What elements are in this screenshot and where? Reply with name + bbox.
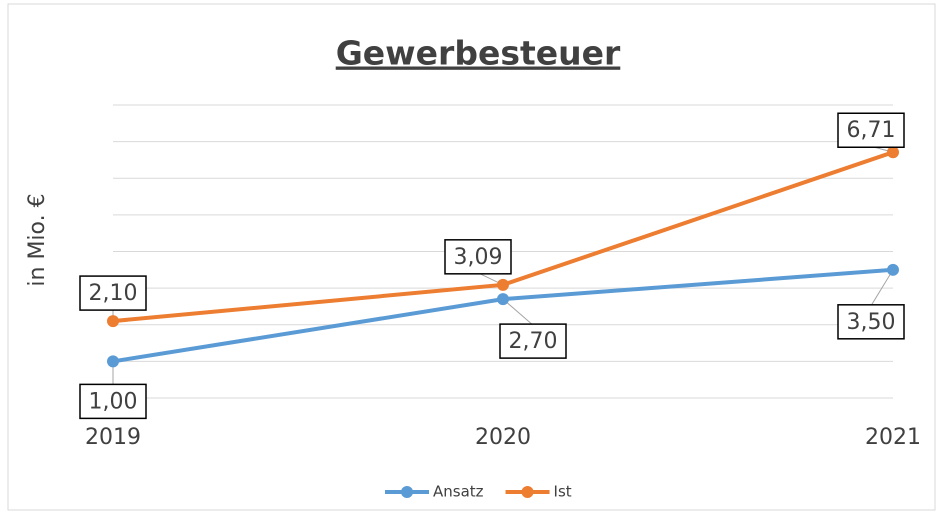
data-label: 2,10 bbox=[89, 281, 138, 306]
legend-label: Ist bbox=[554, 483, 572, 501]
point bbox=[497, 278, 509, 291]
label-box bbox=[79, 383, 147, 420]
y-axis-label: in Mio. € bbox=[25, 193, 50, 286]
label-box bbox=[837, 112, 905, 148]
label-box bbox=[444, 239, 512, 275]
point bbox=[497, 293, 509, 306]
legend-label: Ansatz bbox=[433, 483, 484, 501]
data-label: 2,70 bbox=[509, 329, 558, 354]
point bbox=[887, 146, 899, 159]
point bbox=[887, 263, 899, 276]
point bbox=[107, 315, 119, 328]
leader-line bbox=[502, 298, 534, 326]
legend-marker bbox=[401, 486, 413, 498]
x-tick-label: 2019 bbox=[85, 425, 141, 450]
chart-title: Gewerbesteuer bbox=[336, 34, 621, 73]
label-box bbox=[79, 275, 147, 311]
legend-marker bbox=[521, 486, 534, 498]
data-label: 6,71 bbox=[847, 118, 896, 143]
x-tick-label: 2020 bbox=[475, 425, 531, 450]
point bbox=[107, 355, 119, 368]
label-box bbox=[837, 304, 905, 340]
data-label: 1,00 bbox=[89, 389, 138, 414]
x-tick-label: 2021 bbox=[865, 425, 921, 450]
data-label: 3,09 bbox=[454, 245, 503, 270]
leader-line bbox=[870, 269, 894, 307]
label-box bbox=[499, 323, 567, 359]
data-label: 3,50 bbox=[847, 310, 896, 335]
